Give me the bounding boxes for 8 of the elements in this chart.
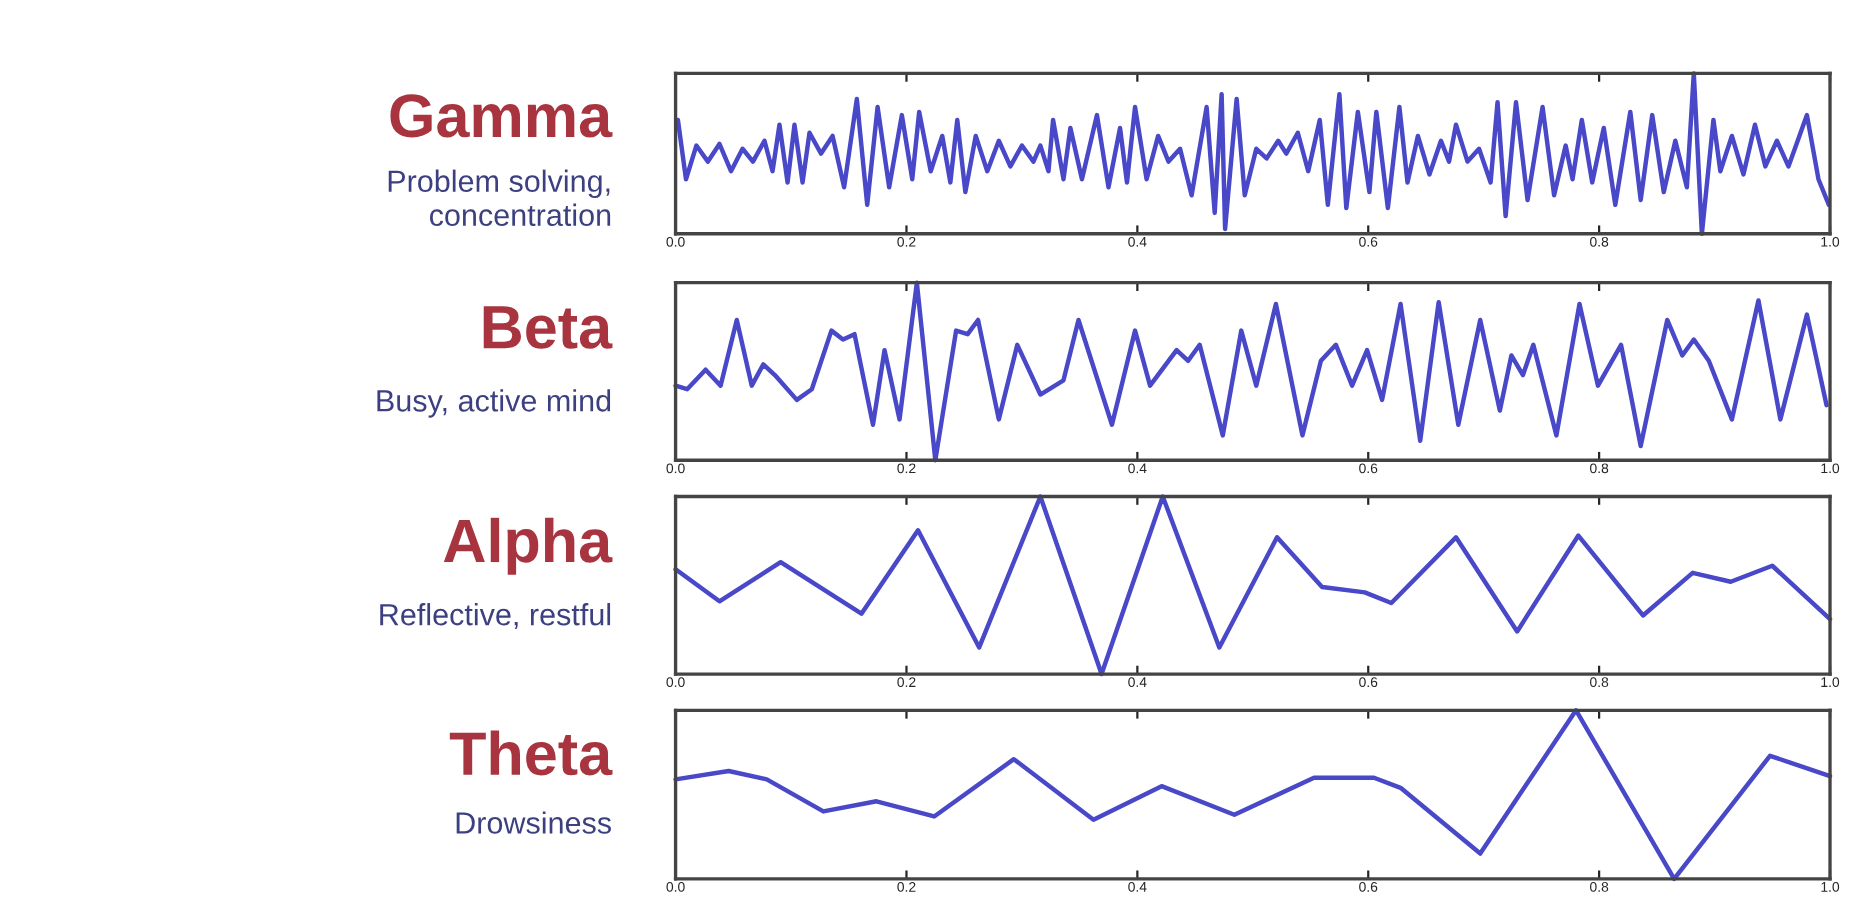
text: Reflective, restful: [380, 603, 611, 630]
chart-title: Alpha: [443, 517, 613, 575]
text: Busy, active mind: [377, 389, 611, 418]
text: Problem solving, concentration: [388, 169, 611, 227]
chart-title: Theta: [449, 730, 613, 776]
text: Drowsiness: [456, 811, 611, 834]
chart-title: Beta: [483, 306, 613, 349]
chart-title: Gamma: [390, 94, 613, 138]
